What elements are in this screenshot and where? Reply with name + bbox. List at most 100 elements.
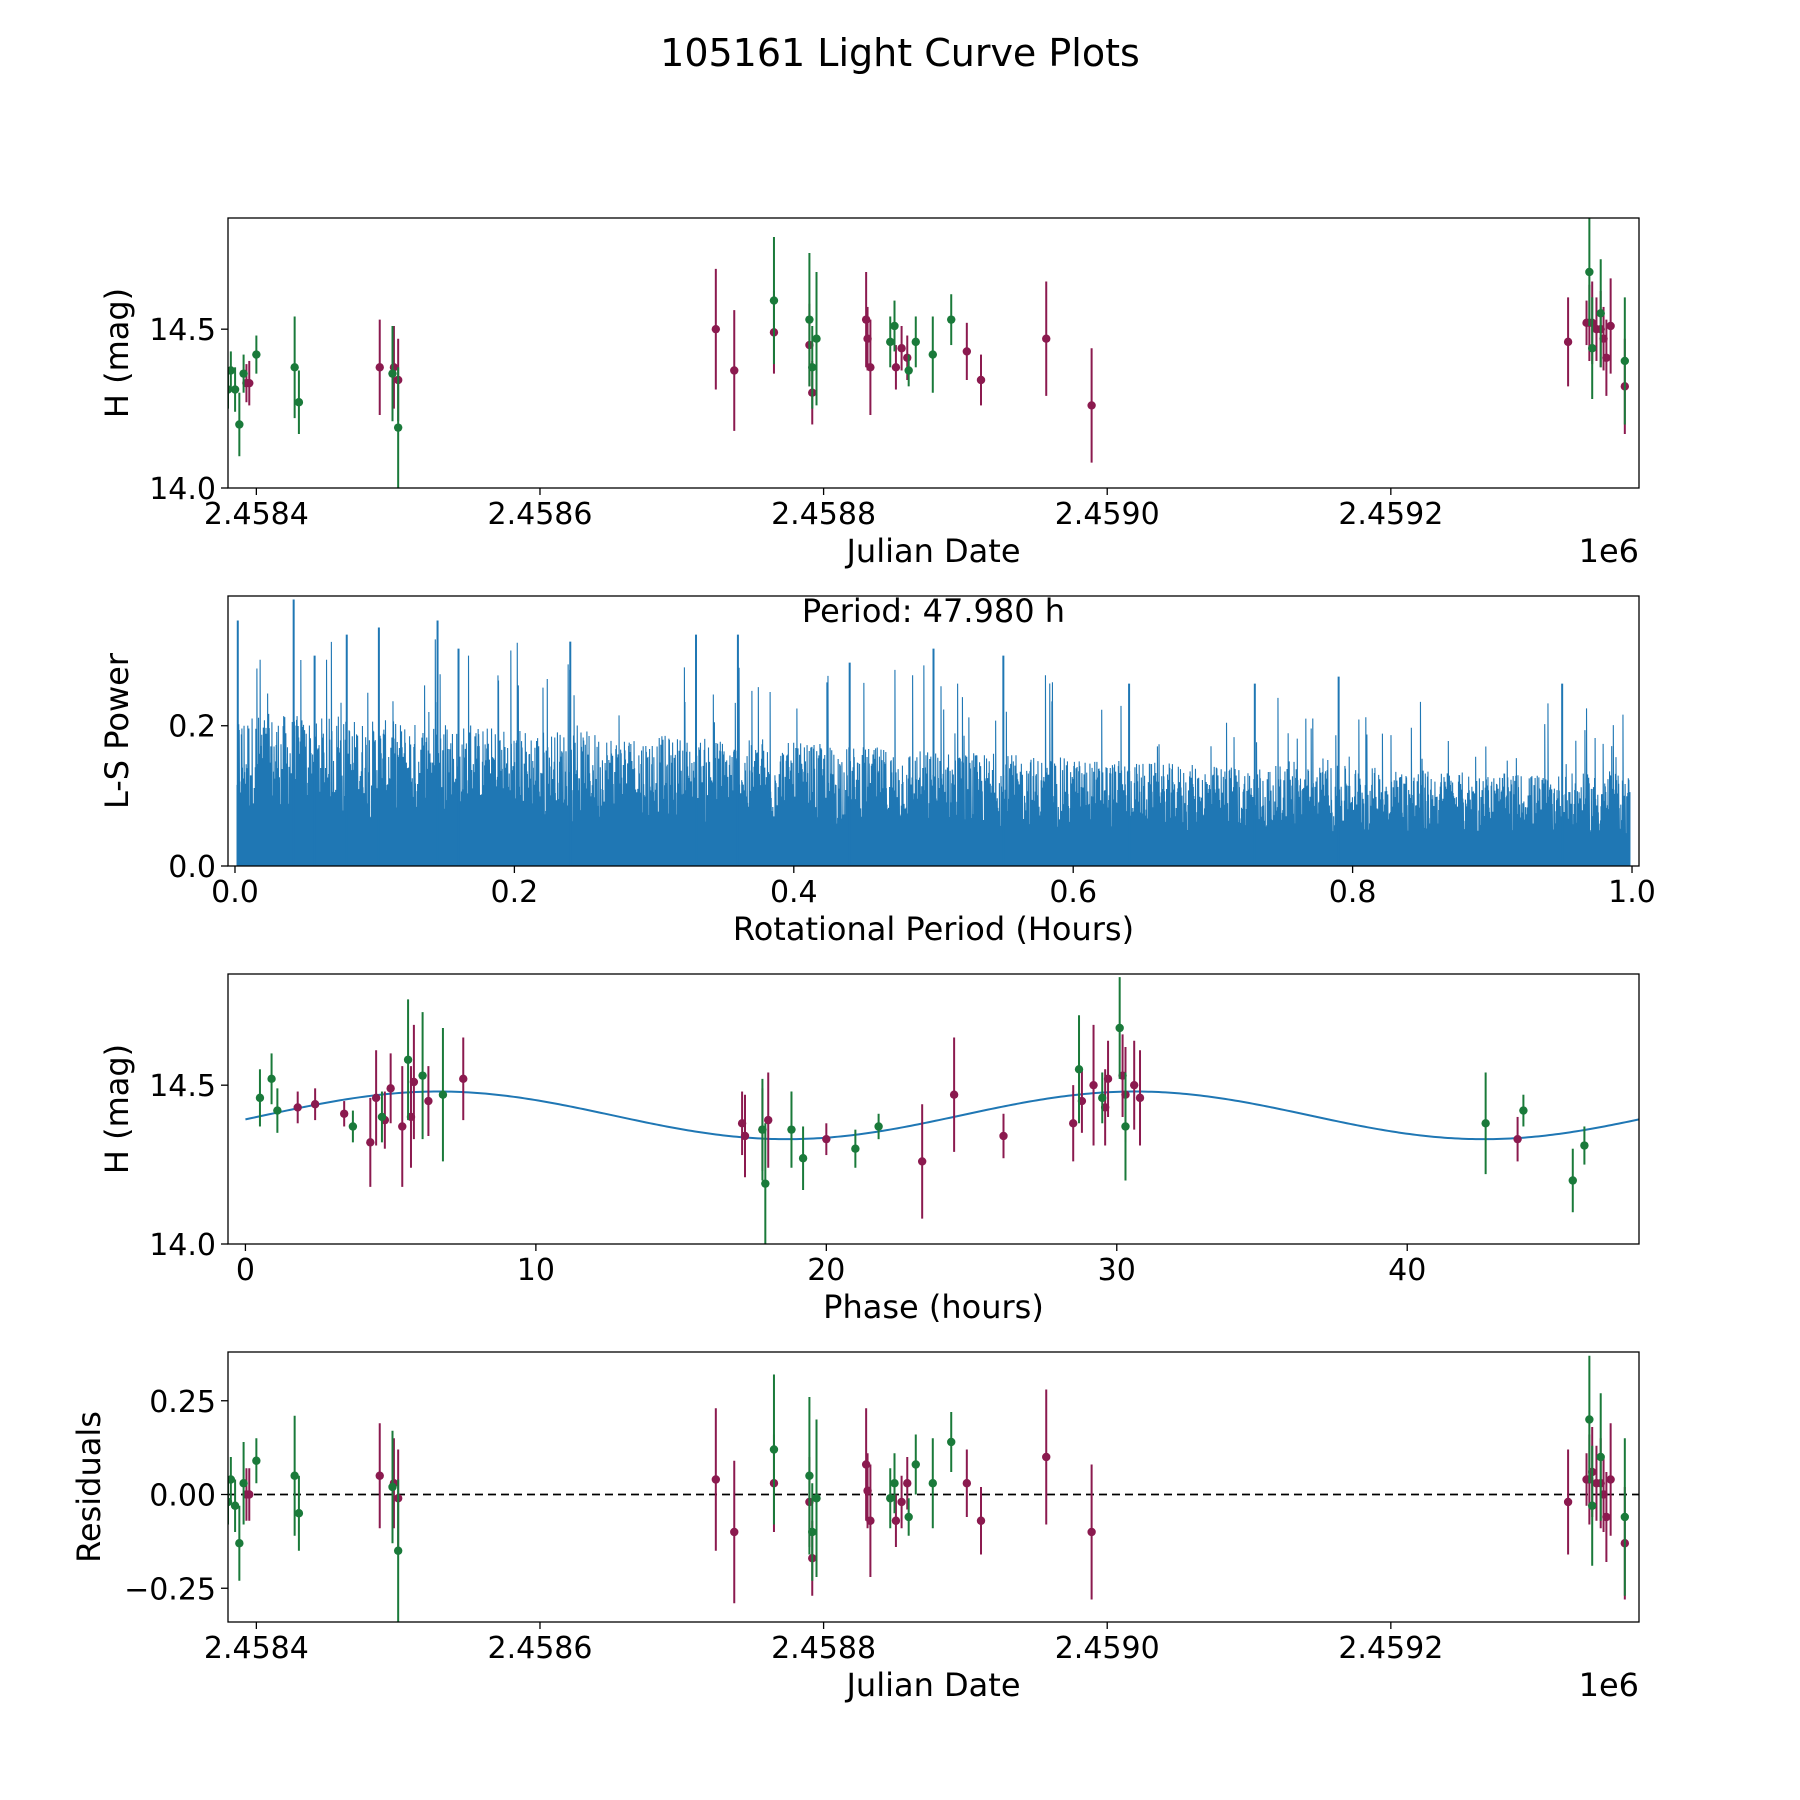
x-tick-label: 10 — [517, 1253, 555, 1288]
data-point — [1513, 1134, 1522, 1144]
x-tick-label: 1.0 — [1608, 875, 1656, 910]
data-point — [1620, 356, 1630, 366]
data-point — [805, 1471, 814, 1480]
data-point — [1568, 1176, 1577, 1185]
x-tick-label: 2.4586 — [487, 497, 592, 532]
residuals-panel: 2.4584 2.4586 2.4588 2.4590 2.4592 −0.25 0.00 0… — [70, 1351, 1640, 1704]
data-point — [290, 1471, 299, 1480]
data-point — [1130, 1080, 1139, 1090]
data-point — [903, 353, 912, 362]
data-point — [812, 334, 821, 343]
y-axis-label: H (mag) — [98, 288, 136, 418]
data-point — [418, 1071, 427, 1080]
data-point — [348, 1122, 358, 1131]
data-point — [903, 1479, 912, 1488]
data-point — [239, 369, 248, 378]
x-tick-label: 0.0 — [211, 875, 259, 910]
x-tick-label: 2.4588 — [771, 1631, 876, 1666]
data-point — [805, 315, 814, 324]
data-point — [230, 385, 240, 394]
data-point — [787, 1125, 796, 1134]
data-point — [886, 1494, 895, 1503]
y-tick-label: 0.00 — [149, 1479, 216, 1514]
x-tick-label: 0.2 — [491, 875, 539, 910]
x-tick-label: 2.4590 — [1055, 497, 1160, 532]
data-point — [310, 1100, 320, 1109]
data-point — [1563, 1497, 1573, 1507]
data-point — [976, 375, 986, 385]
y-tick-label: 14.5 — [149, 313, 216, 348]
data-point — [911, 1460, 920, 1469]
data-point — [1135, 1093, 1145, 1103]
x-axis-label: Julian Date — [844, 532, 1020, 570]
data-point — [911, 337, 920, 347]
x-tick-label: 2.4592 — [1338, 497, 1443, 532]
data-point — [235, 1539, 244, 1548]
data-point — [239, 1479, 248, 1488]
x-tick-label: 0.6 — [1049, 875, 1097, 910]
data-point — [928, 350, 937, 359]
data-point — [459, 1074, 468, 1084]
data-point — [230, 1501, 240, 1510]
y-axis-label: H (mag) — [98, 1044, 136, 1174]
data-point — [808, 363, 817, 372]
data-point — [371, 1093, 381, 1103]
data-point — [947, 1437, 956, 1447]
data-point — [293, 1103, 302, 1112]
x-tick-label: 2.4584 — [204, 1631, 309, 1666]
x-tick-label: 2.4586 — [487, 1631, 592, 1666]
y-tick-label: 14.5 — [149, 1069, 216, 1104]
data-point — [874, 1122, 883, 1131]
data-point — [891, 1516, 901, 1525]
data-point — [1588, 1501, 1597, 1510]
x-tick-label: 30 — [1098, 1253, 1136, 1288]
data-point — [917, 1157, 927, 1166]
data-layer — [255, 977, 1589, 1244]
x-axis-label: Phase (hours) — [823, 1288, 1044, 1326]
model-curve — [245, 1090, 1639, 1141]
data-point — [1042, 334, 1051, 343]
data-point — [1087, 1527, 1096, 1537]
x-offset-label: 1e6 — [1579, 532, 1639, 570]
data-point — [764, 1115, 773, 1125]
data-point — [339, 1109, 349, 1118]
data-point — [808, 1527, 817, 1537]
data-point — [388, 1482, 397, 1492]
data-point — [245, 1490, 254, 1499]
data-point — [375, 363, 384, 372]
data-point — [375, 1471, 384, 1480]
data-point — [928, 1479, 937, 1488]
data-point — [976, 1516, 986, 1525]
data-point — [1121, 1122, 1130, 1131]
data-point — [866, 1516, 875, 1525]
data-point — [1519, 1106, 1528, 1115]
data-point — [897, 344, 906, 353]
x-axis-label: Rotational Period (Hours) — [733, 910, 1134, 948]
data-point — [1602, 353, 1611, 362]
y-axis-label: Residuals — [70, 1411, 108, 1563]
y-tick-label: 0.25 — [149, 1385, 216, 1420]
x-tick-label: 0.8 — [1329, 875, 1377, 910]
data-point — [245, 378, 254, 388]
y-tick-label: 14.0 — [149, 1228, 216, 1263]
data-point — [1098, 1093, 1107, 1103]
data-point — [1069, 1119, 1078, 1128]
data-point — [822, 1134, 831, 1144]
data-point — [962, 347, 972, 356]
data-point — [890, 321, 899, 331]
data-point — [252, 350, 261, 359]
data-point — [947, 315, 956, 324]
data-point — [897, 1497, 906, 1507]
raw-lightcurve-panel: 2.4584 2.4586 2.4588 2.4590 2.4592 14.0 14.5 Ju… — [98, 217, 1640, 570]
data-point — [1588, 344, 1597, 353]
data-point — [866, 363, 875, 372]
data-point — [1620, 1512, 1630, 1522]
data-point — [377, 1112, 387, 1122]
y-tick-label: 0.2 — [168, 710, 216, 745]
data-point — [438, 1090, 448, 1099]
model-layer — [245, 1090, 1639, 1141]
data-point — [409, 1077, 419, 1087]
x-tick-label: 2.4584 — [204, 497, 309, 532]
data-point — [290, 363, 299, 372]
data-point — [1606, 321, 1615, 331]
